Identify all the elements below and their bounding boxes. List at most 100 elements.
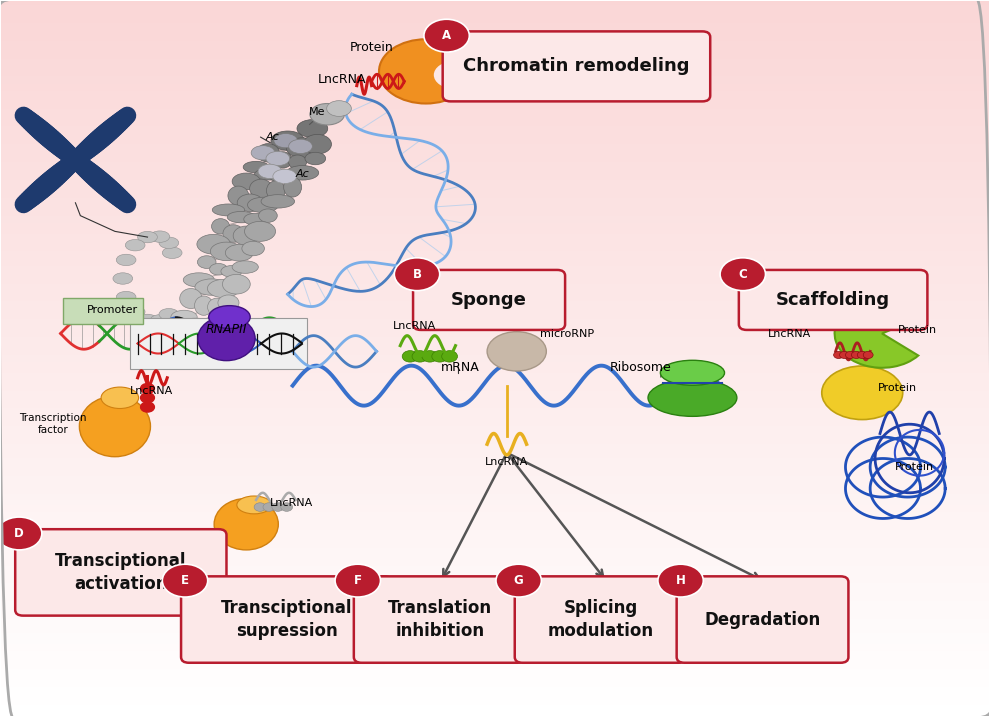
Bar <box>1 694 989 698</box>
Bar <box>1 98 989 101</box>
Bar <box>1 216 989 219</box>
Bar <box>1 627 989 630</box>
Ellipse shape <box>226 244 253 261</box>
Bar <box>1 576 989 580</box>
Ellipse shape <box>284 177 302 197</box>
Bar <box>1 191 989 194</box>
Bar <box>1 158 989 162</box>
Bar <box>1 712 989 716</box>
Ellipse shape <box>648 379 737 417</box>
Bar <box>1 530 989 533</box>
Bar <box>1 644 989 647</box>
Text: Sponge: Sponge <box>451 291 527 309</box>
Bar <box>1 358 989 362</box>
Text: C: C <box>739 267 747 281</box>
FancyBboxPatch shape <box>676 576 848 663</box>
Bar <box>1 55 989 59</box>
Bar <box>1 416 989 419</box>
Text: Degradation: Degradation <box>705 611 821 629</box>
Bar <box>1 1 989 5</box>
Circle shape <box>141 402 154 412</box>
Bar <box>1 151 989 155</box>
Bar <box>1 41 989 44</box>
Bar <box>1 209 989 212</box>
Bar <box>1 5 989 9</box>
Ellipse shape <box>660 360 725 385</box>
Circle shape <box>141 384 154 394</box>
Bar <box>1 337 989 341</box>
Bar <box>1 137 989 141</box>
Circle shape <box>254 503 266 511</box>
Ellipse shape <box>254 168 285 180</box>
Bar <box>1 330 989 333</box>
Bar <box>1 223 989 227</box>
Ellipse shape <box>289 155 307 169</box>
Bar <box>1 501 989 505</box>
Bar <box>1 465 989 469</box>
Ellipse shape <box>209 305 250 328</box>
Bar <box>1 427 989 430</box>
Text: D: D <box>14 527 24 540</box>
Bar <box>1 541 989 544</box>
Bar <box>1 16 989 19</box>
Circle shape <box>402 351 418 362</box>
Ellipse shape <box>244 161 269 173</box>
Ellipse shape <box>162 247 182 259</box>
FancyBboxPatch shape <box>353 576 526 663</box>
Circle shape <box>834 351 843 358</box>
Bar <box>1 662 989 665</box>
Text: Ac: Ac <box>296 169 309 179</box>
Ellipse shape <box>183 272 215 287</box>
Text: Transciptional
supression: Transciptional supression <box>221 599 352 640</box>
Bar <box>1 12 989 16</box>
Ellipse shape <box>232 173 260 190</box>
Ellipse shape <box>310 103 345 125</box>
Ellipse shape <box>238 194 263 212</box>
Ellipse shape <box>195 279 229 295</box>
Ellipse shape <box>237 496 271 514</box>
Bar <box>1 498 989 501</box>
Bar <box>1 598 989 602</box>
FancyBboxPatch shape <box>739 270 928 330</box>
Bar <box>1 52 989 55</box>
Bar <box>1 130 989 133</box>
Ellipse shape <box>249 179 272 198</box>
Bar <box>1 133 989 137</box>
Ellipse shape <box>266 181 285 201</box>
Bar <box>1 566 989 569</box>
Ellipse shape <box>303 134 332 154</box>
Bar <box>1 384 989 387</box>
Bar <box>1 94 989 98</box>
Circle shape <box>658 564 703 597</box>
Text: B: B <box>413 267 422 281</box>
Bar <box>1 141 989 144</box>
Text: Protein: Protein <box>878 384 918 394</box>
Ellipse shape <box>487 332 546 371</box>
Bar <box>1 326 989 330</box>
Circle shape <box>863 351 873 358</box>
Text: Ac: Ac <box>266 132 280 142</box>
Bar <box>1 483 989 487</box>
Bar <box>1 283 989 287</box>
Bar <box>1 355 989 358</box>
Bar <box>1 673 989 676</box>
Bar <box>1 409 989 412</box>
Bar <box>1 70 989 73</box>
Ellipse shape <box>101 387 139 409</box>
Ellipse shape <box>116 255 136 266</box>
Ellipse shape <box>251 146 275 160</box>
Bar <box>1 634 989 637</box>
Bar <box>1 230 989 234</box>
Bar <box>1 376 989 380</box>
Bar <box>1 115 989 119</box>
Circle shape <box>496 564 542 597</box>
Ellipse shape <box>138 232 157 243</box>
Text: A: A <box>443 29 451 42</box>
Circle shape <box>335 564 380 597</box>
Bar <box>1 212 989 216</box>
Bar <box>1 315 989 319</box>
Bar <box>1 248 989 252</box>
Bar <box>1 451 989 455</box>
Bar <box>1 687 989 690</box>
Bar <box>1 59 989 62</box>
